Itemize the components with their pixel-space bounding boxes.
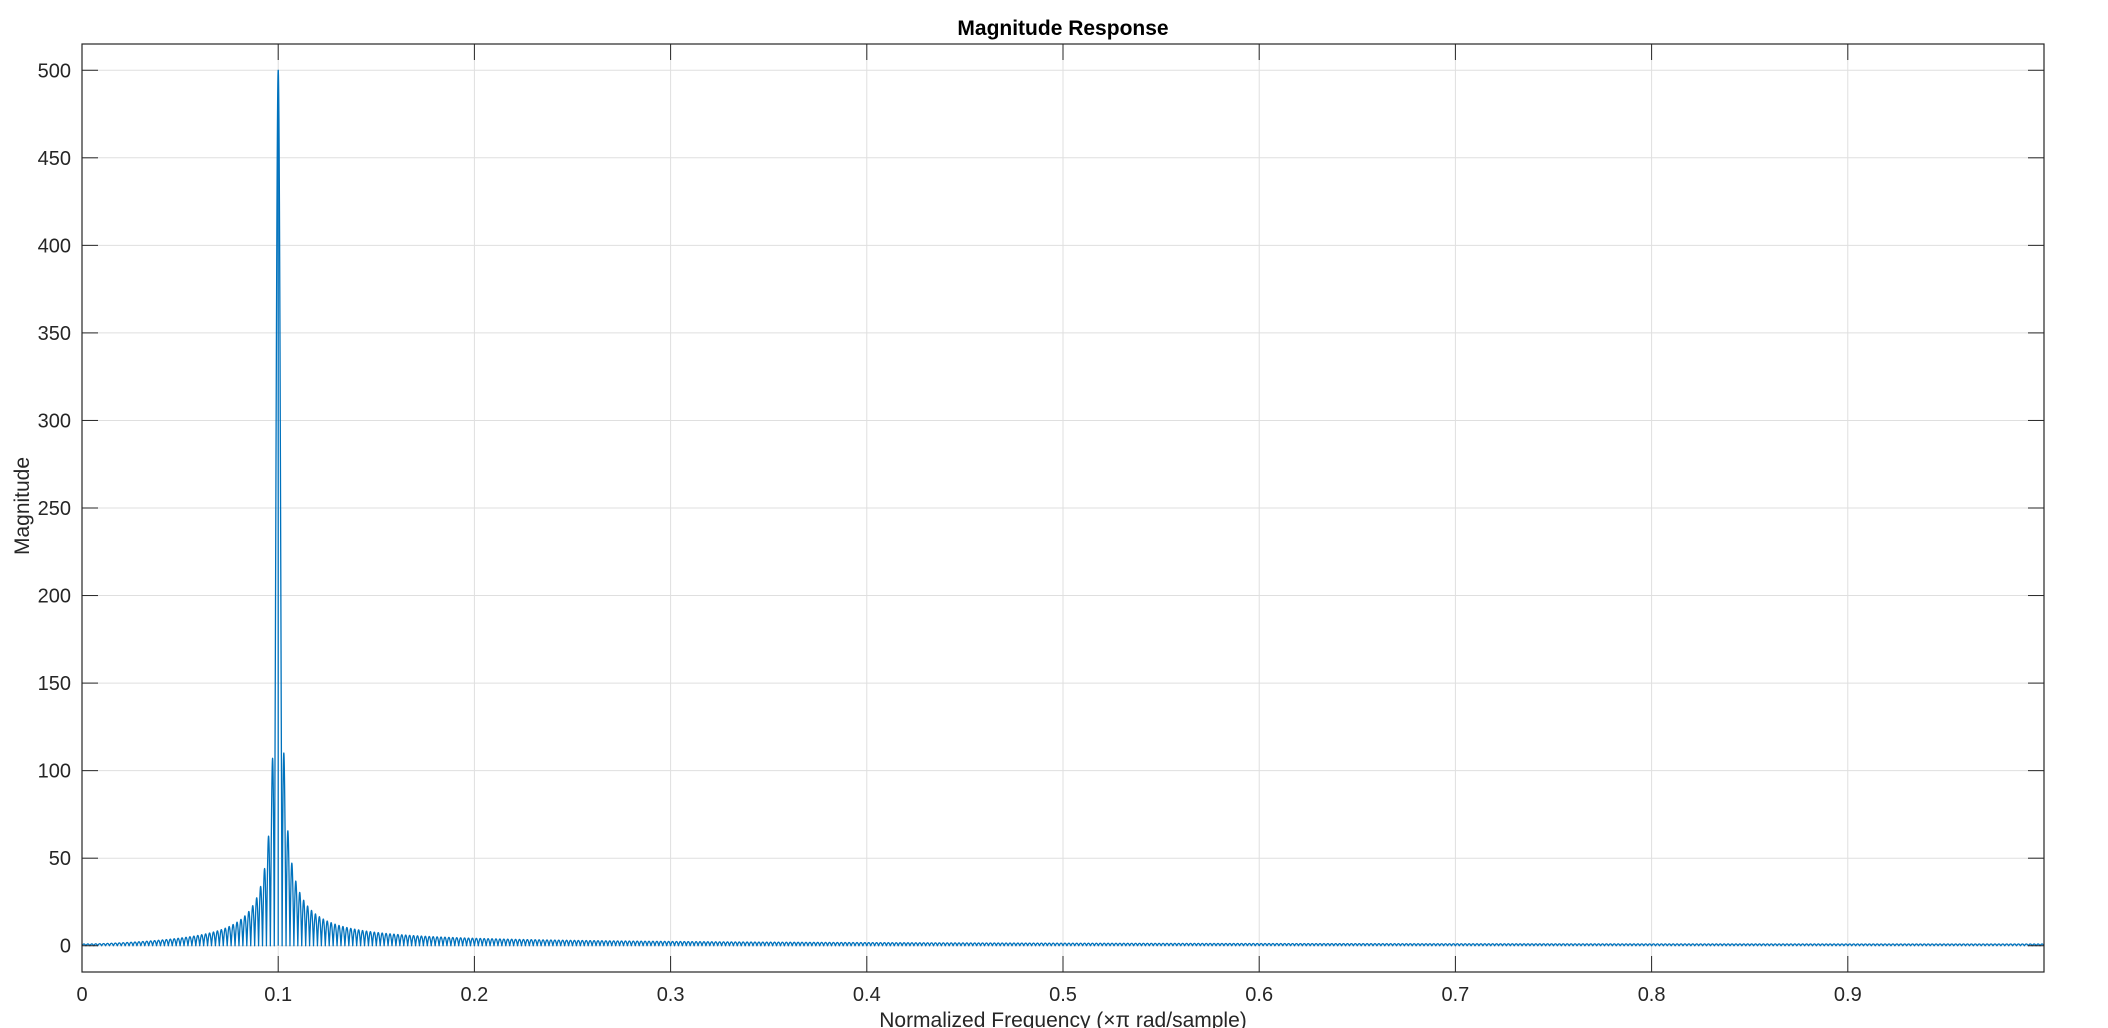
x-tick-label: 0.4 bbox=[853, 984, 881, 1006]
axis-ticks bbox=[81, 44, 2044, 972]
x-tick-label: 0.7 bbox=[1441, 984, 1469, 1006]
y-tick-label: 500 bbox=[38, 60, 71, 82]
y-axis-label: Magnitude bbox=[11, 457, 34, 555]
x-axis-label: Normalized Frequency (×π rad/sample) bbox=[879, 1009, 1247, 1028]
x-tick-labels: 0 0.1 0.2 0.3 0.4 0.5 0.6 0.7 0.8 0.9 bbox=[76, 984, 1861, 1006]
y-tick-label: 300 bbox=[38, 410, 71, 432]
y-tick-label: 150 bbox=[38, 673, 71, 695]
y-tick-label: 100 bbox=[38, 761, 71, 783]
y-tick-label: 200 bbox=[38, 586, 71, 608]
y-tick-label: 0 bbox=[60, 936, 71, 958]
y-tick-labels: 0 50 100 150 200 250 300 350 400 450 500 bbox=[38, 60, 71, 957]
y-tick-label: 250 bbox=[38, 498, 71, 520]
x-tick-label: 0 bbox=[76, 984, 87, 1006]
x-tick-label: 0.8 bbox=[1638, 984, 1666, 1006]
x-tick-label: 0.6 bbox=[1245, 984, 1273, 1006]
grid-lines bbox=[82, 44, 2044, 972]
x-tick-label: 0.1 bbox=[264, 984, 292, 1006]
y-tick-label: 350 bbox=[38, 323, 71, 345]
plot-area bbox=[81, 69, 2045, 947]
x-tick-label: 0.5 bbox=[1049, 984, 1077, 1006]
x-tick-label: 0.3 bbox=[657, 984, 685, 1006]
chart-title: Magnitude Response bbox=[957, 17, 1168, 40]
y-tick-label: 50 bbox=[49, 848, 71, 870]
series-line-magnitude bbox=[81, 69, 2045, 947]
x-tick-label: 0.2 bbox=[460, 984, 488, 1006]
y-tick-label: 400 bbox=[38, 235, 71, 257]
x-tick-label: 0.9 bbox=[1834, 984, 1862, 1006]
y-tick-label: 450 bbox=[38, 148, 71, 170]
